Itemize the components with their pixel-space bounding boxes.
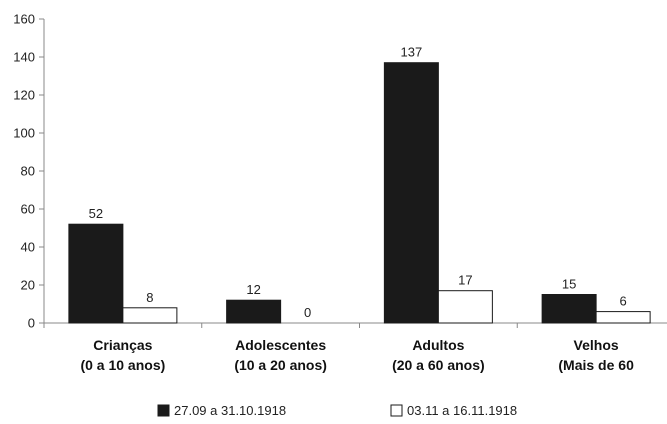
y-axis: 0 20 40 60 80 100 120 140 160 <box>13 12 45 331</box>
bar-series1 <box>383 62 439 324</box>
x-category-label: Velhos <box>574 337 619 353</box>
x-category-label: (20 a 60 anos) <box>392 357 485 373</box>
y-tick-label: 160 <box>13 12 35 27</box>
y-tick-label: 140 <box>13 50 35 65</box>
data-label: 12 <box>246 282 260 297</box>
bar-series1 <box>541 294 597 324</box>
legend: 27.09 a 31.10.1918 03.11 a 16.11.1918 <box>157 403 517 418</box>
bars <box>68 62 651 324</box>
data-label: 6 <box>620 294 627 309</box>
x-category-label: Adultos <box>412 337 464 353</box>
data-label: 17 <box>458 273 472 288</box>
bar-series2 <box>595 311 651 324</box>
legend-label: 03.11 a 16.11.1918 <box>407 403 517 418</box>
y-tick-label: 40 <box>21 240 35 255</box>
x-category-label: (10 a 20 anos) <box>234 357 327 373</box>
y-tick-label: 100 <box>13 126 35 141</box>
y-tick-label: 120 <box>13 88 35 103</box>
bar-series1 <box>68 223 124 324</box>
x-category-label: Adolescentes <box>235 337 326 353</box>
legend-swatch <box>157 404 170 417</box>
y-tick-label: 20 <box>21 278 35 293</box>
bar-series2 <box>122 307 178 324</box>
x-category-label: Crianças <box>93 337 152 353</box>
x-axis: Crianças (0 a 10 anos) Adolescentes (10 a 2… <box>43 322 667 373</box>
data-labels: 52 8 12 0 137 17 15 6 <box>89 45 627 320</box>
data-label: 52 <box>89 206 103 221</box>
data-label: 137 <box>401 45 423 60</box>
bar-series2 <box>437 290 493 324</box>
y-tick-label: 80 <box>21 164 35 179</box>
data-label: 0 <box>304 305 311 320</box>
legend-swatch <box>390 404 403 417</box>
y-tick-label: 60 <box>21 202 35 217</box>
bar-series1 <box>226 299 282 324</box>
data-label: 15 <box>562 277 576 292</box>
y-tick-label: 0 <box>28 316 35 331</box>
data-label: 8 <box>146 290 153 305</box>
x-category-label: (0 a 10 anos) <box>80 357 165 373</box>
legend-label: 27.09 a 31.10.1918 <box>174 403 286 418</box>
x-category-label: (Mais de 60 <box>558 357 634 373</box>
